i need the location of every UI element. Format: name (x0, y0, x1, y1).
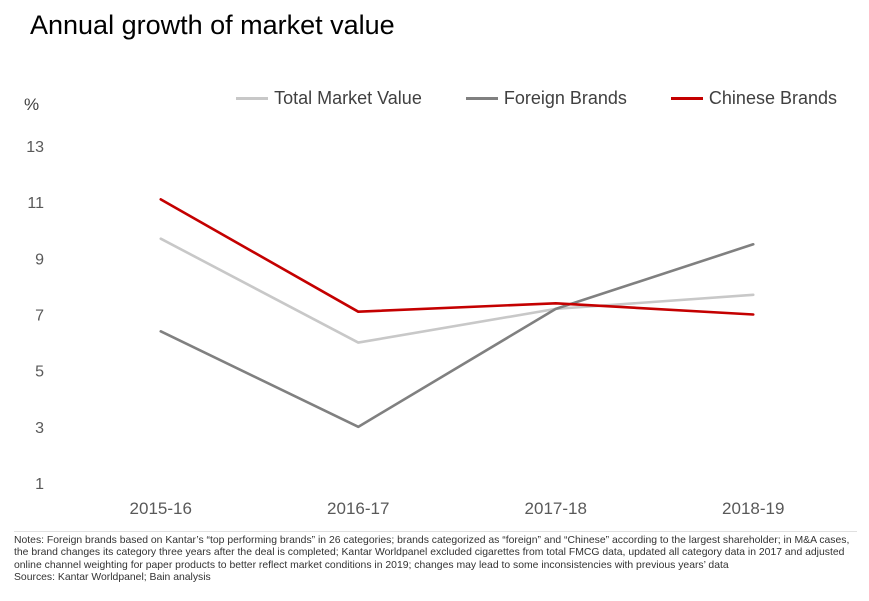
x-tick-label: 2017-18 (525, 499, 587, 518)
chart-legend: Total Market Value Foreign Brands Chines… (236, 88, 837, 109)
notes-text: Notes: Foreign brands based on Kantar’s … (14, 535, 850, 571)
footer-notes: Notes: Foreign brands based on Kantar’s … (14, 531, 857, 585)
y-axis-unit-label: % (24, 95, 40, 114)
x-tick-label: 2015-16 (130, 499, 192, 518)
series-line-chinese-brands (159, 198, 755, 316)
legend-line-swatch-foreign (465, 97, 498, 100)
line-chart: 13 11 9 7 5 3 1 2015-16 2016-17 2017-18 2018-19 (26, 139, 784, 518)
legend-item-total-market-value: Total Market Value (236, 88, 422, 109)
legend-line-swatch-chinese (670, 97, 703, 100)
y-tick-label: 9 (35, 251, 44, 268)
series-line-total-market-value (159, 237, 755, 344)
sources-text: Sources: Kantar Worldpanel; Bain analysi… (14, 572, 211, 584)
y-tick-label: 13 (26, 139, 44, 156)
y-tick-label: 7 (35, 308, 44, 325)
y-tick-label: 11 (27, 195, 44, 212)
series-line-foreign-brands (159, 242, 755, 429)
y-tick-label: 1 (35, 476, 44, 493)
legend-line-swatch-total (236, 97, 269, 100)
legend-label-foreign: Foreign Brands (503, 88, 627, 108)
legend-label-chinese: Chinese Brands (708, 88, 837, 108)
y-tick-label: 5 (35, 364, 44, 381)
y-tick-label: 3 (35, 420, 44, 437)
legend-label-total: Total Market Value (274, 88, 422, 108)
x-tick-label: 2018-19 (722, 499, 784, 518)
chart-title: Annual growth of market value (30, 10, 395, 40)
legend-item-foreign-brands: Foreign Brands (465, 88, 627, 109)
legend-item-chinese-brands: Chinese Brands (670, 88, 837, 109)
x-tick-label: 2016-17 (327, 499, 389, 518)
